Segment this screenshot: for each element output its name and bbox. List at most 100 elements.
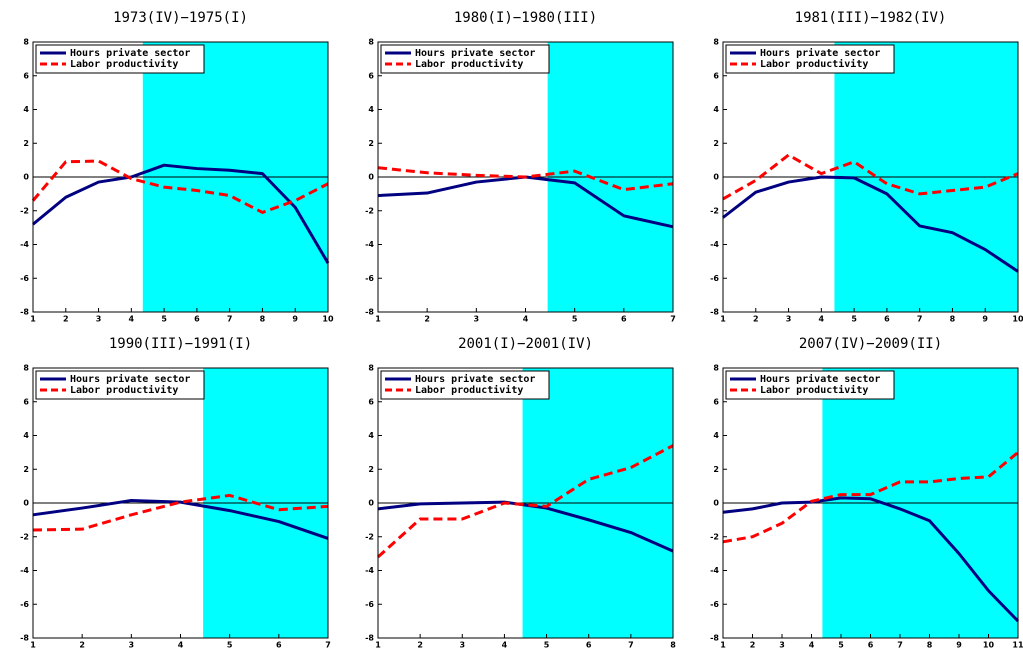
y-tick-label: 4 <box>23 431 29 440</box>
y-tick-label: 6 <box>713 71 719 80</box>
x-tick-label: 6 <box>194 315 200 324</box>
series-line <box>722 153 1019 201</box>
y-tick-label: -8 <box>20 634 29 643</box>
y-tick-label: 8 <box>713 364 719 373</box>
x-tick-label: 3 <box>129 641 135 648</box>
x-tick-label: 1 <box>375 641 381 648</box>
panel-title: 1973(IV)−1975(I) <box>113 10 248 26</box>
y-tick-label: -4 <box>710 240 719 249</box>
x-tick-label: 4 <box>129 315 135 324</box>
y-tick-label: 2 <box>713 139 719 148</box>
y-tick-label: 2 <box>23 465 29 474</box>
panel-title: 2007(IV)−2009(II) <box>799 336 942 352</box>
x-tick-label: 6 <box>621 315 627 324</box>
x-tick-label: 2 <box>417 641 423 648</box>
y-tick-label: 6 <box>368 397 374 406</box>
legend-label: Labor productivity <box>415 384 523 396</box>
y-tick-label: -4 <box>365 240 374 249</box>
legend-box <box>380 370 550 400</box>
x-tick-label: 8 <box>927 641 933 648</box>
legend-box <box>725 44 895 74</box>
legend-label: Hours private sector <box>70 47 190 59</box>
y-tick-label: -4 <box>365 566 374 575</box>
y-tick-label: -6 <box>365 274 374 283</box>
y-tick-label: -2 <box>710 206 719 215</box>
x-tick-label: 3 <box>96 315 102 324</box>
y-tick-label: 2 <box>368 139 374 148</box>
legend-label: Hours private sector <box>70 373 190 385</box>
y-tick-label: 8 <box>368 38 374 47</box>
y-tick-label: -8 <box>20 308 29 317</box>
x-tick-label: 8 <box>950 315 956 324</box>
legend-label: Labor productivity <box>760 58 868 70</box>
y-tick-label: 4 <box>368 105 374 114</box>
y-tick-label: -2 <box>365 206 374 215</box>
y-tick-label: 0 <box>23 173 29 182</box>
y-tick-label: -8 <box>365 308 374 317</box>
legend-label: Labor productivity <box>760 384 868 396</box>
y-tick-label: -8 <box>710 308 719 317</box>
y-tick-label: 8 <box>23 38 29 47</box>
x-tick-label: 1 <box>375 315 381 324</box>
panel-title: 2001(I)−2001(IV) <box>458 336 593 352</box>
legend-label: Labor productivity <box>70 384 178 396</box>
series-line <box>32 163 330 264</box>
y-tick-label: -4 <box>710 566 719 575</box>
y-tick-label: -2 <box>365 532 374 541</box>
x-tick-label: 10 <box>1012 315 1023 324</box>
y-tick-label: 8 <box>23 364 29 373</box>
y-tick-label: 8 <box>368 364 374 373</box>
y-tick-label: -6 <box>365 600 374 609</box>
x-tick-label: 5 <box>851 315 857 324</box>
y-tick-label: -4 <box>20 566 29 575</box>
x-tick-label: 3 <box>779 641 785 648</box>
legend-box <box>380 44 550 74</box>
series-line <box>377 500 674 553</box>
y-tick-label: -8 <box>365 634 374 643</box>
x-tick-label: 1 <box>720 641 726 648</box>
panel-title: 1980(I)−1980(III) <box>454 10 597 26</box>
y-tick-label: -8 <box>710 634 719 643</box>
y-tick-label: 6 <box>368 71 374 80</box>
series-line <box>722 451 1019 544</box>
x-tick-label: 7 <box>897 641 903 648</box>
y-tick-label: -6 <box>710 274 719 283</box>
plot-frame <box>377 367 674 639</box>
y-tick-label: -2 <box>710 532 719 541</box>
panel-title: 1990(III)−1991(I) <box>109 336 252 352</box>
legend-box <box>725 370 895 400</box>
series-line <box>377 166 674 192</box>
x-tick-label: 8 <box>260 315 266 324</box>
x-tick-label: 11 <box>1012 641 1023 648</box>
x-tick-label: 6 <box>276 641 282 648</box>
series-line <box>31 159 329 214</box>
series-line <box>376 444 674 559</box>
legend-label: Labor productivity <box>70 58 178 70</box>
plot-frame <box>377 41 674 313</box>
x-tick-label: 7 <box>325 641 331 648</box>
y-tick-label: 0 <box>368 499 374 508</box>
y-tick-label: -6 <box>20 600 29 609</box>
y-tick-label: 8 <box>713 38 719 47</box>
y-tick-label: 4 <box>713 431 719 440</box>
x-tick-label: 7 <box>670 315 676 324</box>
x-tick-label: 2 <box>424 315 430 324</box>
x-tick-label: 4 <box>178 641 184 648</box>
x-tick-label: 7 <box>917 315 923 324</box>
x-tick-label: 1 <box>720 315 726 324</box>
x-tick-label: 5 <box>544 641 550 648</box>
y-tick-label: 4 <box>23 105 29 114</box>
legend-label: Hours private sector <box>415 373 535 385</box>
x-tick-label: 9 <box>956 641 962 648</box>
x-tick-label: 6 <box>586 641 592 648</box>
x-tick-label: 3 <box>786 315 792 324</box>
x-tick-label: 5 <box>161 315 167 324</box>
series-line <box>722 175 1019 273</box>
x-tick-label: 2 <box>753 315 759 324</box>
x-tick-label: 5 <box>572 315 578 324</box>
panel-title: 1981(III)−1982(IV) <box>795 10 947 26</box>
x-tick-label: 4 <box>819 315 825 324</box>
x-tick-label: 4 <box>502 641 508 648</box>
